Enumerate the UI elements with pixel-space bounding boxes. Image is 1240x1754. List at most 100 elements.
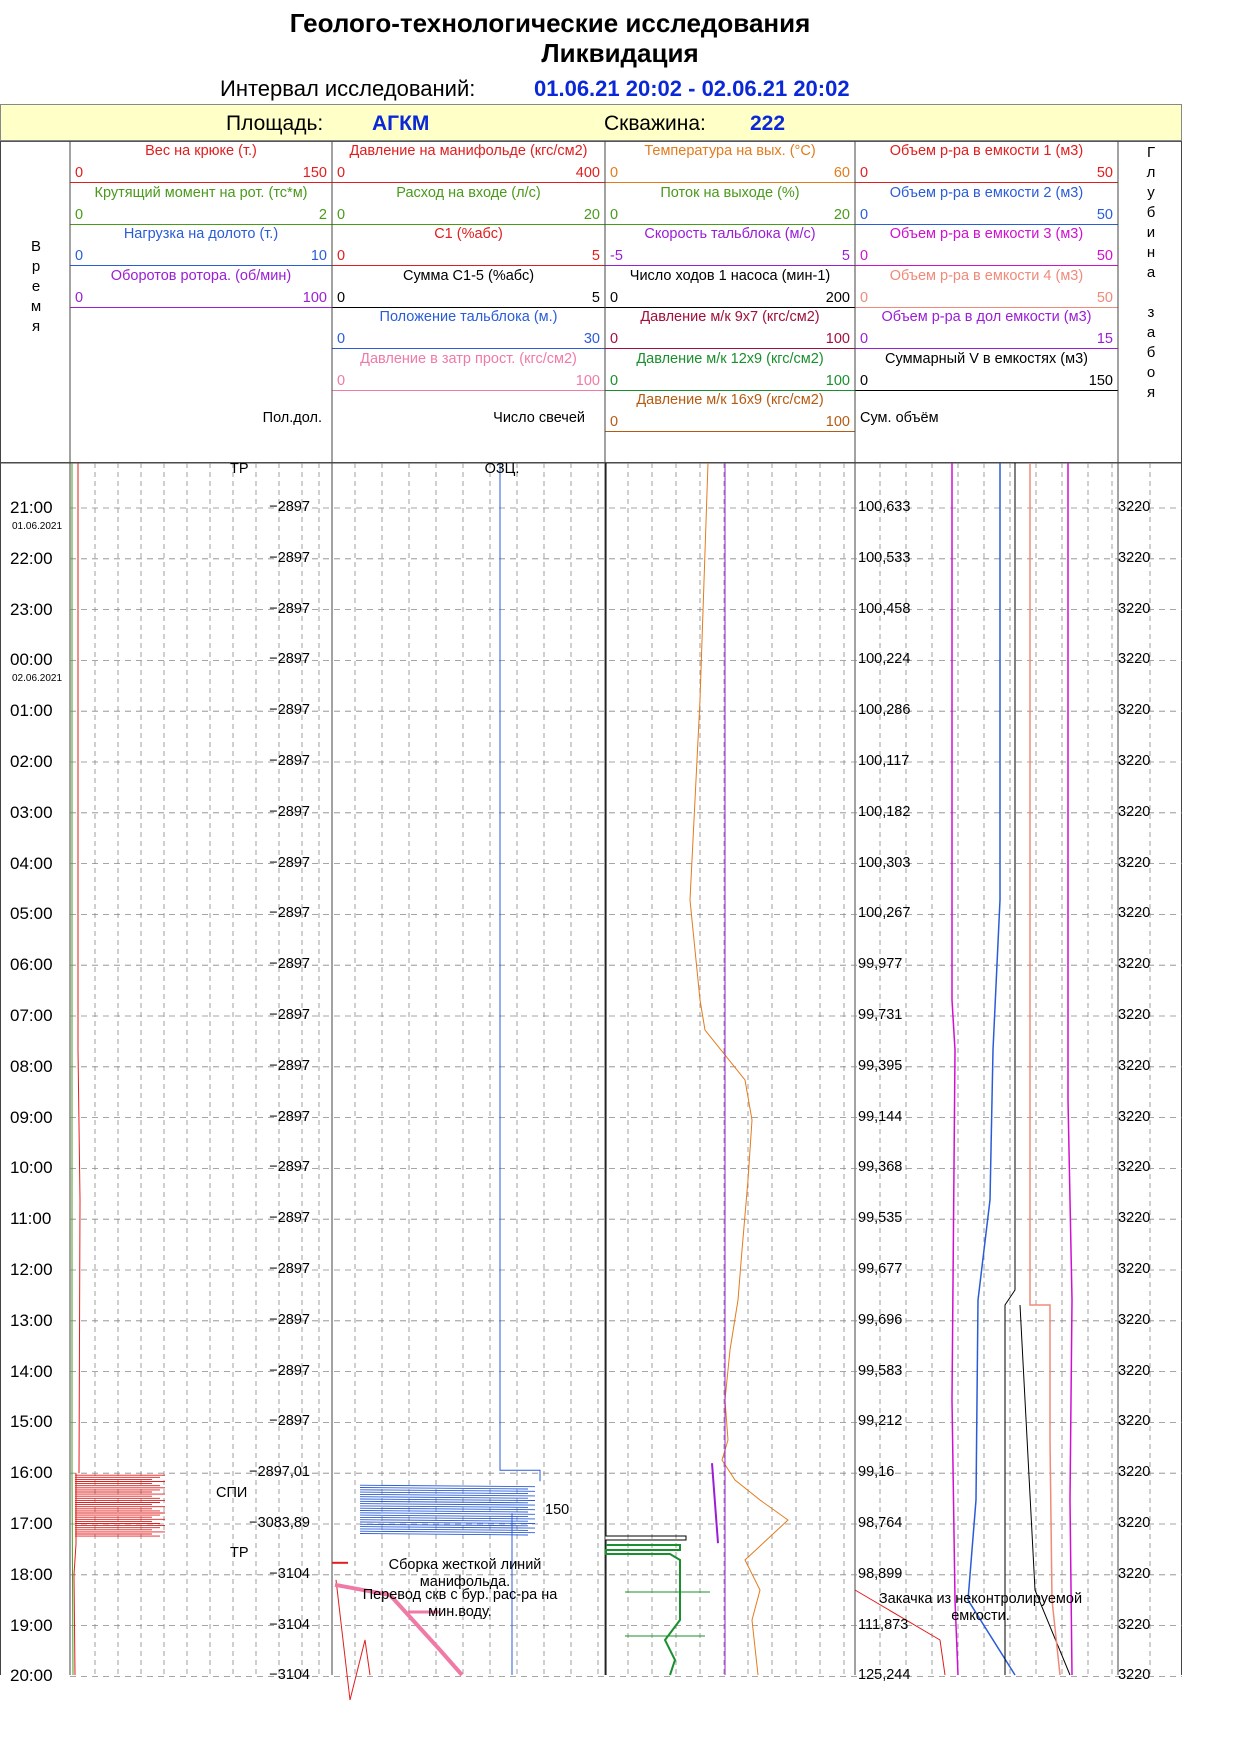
bit-position-value: −2897: [269, 1007, 310, 1023]
total-volume-value: 100,117: [858, 753, 910, 769]
block-position-trip: [359, 1496, 529, 1499]
depth-value: 3220: [1118, 1007, 1151, 1023]
bit-position-value: −3104: [269, 1616, 310, 1633]
bit-position-value: −2897: [269, 499, 310, 515]
param-max-3-2: 50: [1096, 248, 1113, 264]
param-max-0-2: 10: [310, 248, 327, 264]
block-position-trip: [359, 1533, 529, 1536]
track-footer-1: Число свечей: [493, 410, 585, 426]
torque-curve: [71, 463, 74, 1676]
block-position-trip: [359, 1528, 529, 1531]
param-max-3-3: 50: [1096, 289, 1113, 306]
param-min-0-2: 0: [75, 248, 84, 264]
param-scale-line: [332, 348, 605, 349]
hour-label: 12:00: [10, 1260, 53, 1279]
param-max-2-6: 100: [825, 414, 850, 430]
hour-label: 04:00: [10, 853, 53, 873]
depth-value: 3220: [1118, 905, 1151, 922]
annulus-pressure-curve: [334, 1582, 464, 1677]
hour-label: 00:00: [10, 650, 53, 670]
hour-label: 07:00: [10, 1006, 53, 1025]
param-min-3-0: 0: [860, 165, 869, 181]
depth-value: 3220: [1118, 753, 1151, 769]
bit-position-value: −3104: [269, 1667, 310, 1684]
depth-value: 3220: [1118, 1311, 1151, 1328]
param-scale-line: [855, 389, 1118, 391]
hour-label: 08:00: [10, 1056, 53, 1076]
total-volume-value: 99,368: [858, 1159, 903, 1176]
param-min-3-2: 0: [860, 248, 869, 264]
area-label: Площадь:: [226, 112, 324, 135]
param-name-1-5: Давление в затр прост. (кгс/см2): [360, 350, 577, 367]
param-scale-line: [855, 348, 1118, 349]
param-scale-line: [605, 348, 855, 349]
total-volume-value: 99,144: [858, 1108, 903, 1125]
bit-position-value: −2897: [269, 956, 310, 973]
bit-position-value: −2897: [269, 651, 310, 668]
bit-position-value: −2897: [269, 1159, 310, 1176]
param-scale-line: [605, 389, 855, 391]
bit-position-value: −2897: [269, 854, 310, 871]
block-position-trip: [359, 1516, 536, 1520]
hour-label: 23:00: [10, 599, 53, 619]
param-name-2-4: Давление м/к 9x7 (кгс/см2): [640, 309, 820, 325]
annotation: ТР: [230, 1544, 249, 1561]
bit-position-value: −2897: [269, 1057, 310, 1074]
bit-position-value: −2897: [269, 549, 310, 566]
block-position-trip: [359, 1514, 529, 1518]
param-max-3-1: 50: [1096, 206, 1113, 223]
bit-position-value: −2897: [269, 1210, 310, 1227]
param-name-3-2: Объем р-ра в емкости 3 (м3): [889, 226, 1084, 242]
total-volume-value: 100,303: [858, 854, 911, 871]
bit-position-value: −2897: [269, 1261, 310, 1277]
param-min-1-3: 0: [337, 289, 346, 306]
well-value: 222: [750, 112, 786, 135]
param-min-0-1: 0: [75, 206, 84, 223]
bit-position-value: −2897: [269, 1108, 310, 1125]
param-scale-line: [332, 265, 605, 266]
total-volume-value: 99,731: [858, 1007, 903, 1023]
hour-label: 11:00: [10, 1209, 52, 1229]
tank3-curve: [951, 463, 959, 1676]
hour-label: 10:00: [10, 1158, 53, 1178]
manifold-pressure-curve: [335, 1579, 371, 1701]
block-position-trip: [359, 1507, 536, 1511]
bit-position-value: −2897: [269, 1413, 310, 1430]
depth-value: 3220: [1118, 1159, 1151, 1176]
total-volume-value: 99,677: [858, 1261, 903, 1277]
mk-pressure-12x9-curve: [605, 1544, 681, 1676]
param-scale-line: [70, 223, 332, 225]
annotation: Закачка из неконтролируемой емкости.: [878, 1591, 1083, 1625]
track-footer-0: Пол.дол.: [262, 410, 322, 426]
total-volume-value: 99,535: [858, 1210, 903, 1227]
param-max-1-0: 400: [575, 165, 600, 181]
depth-value: 3220: [1118, 1464, 1151, 1481]
param-max-2-3: 200: [825, 289, 850, 306]
param-max-2-5: 100: [825, 372, 850, 389]
param-name-0-1: Крутящий момент на рот. (тс*м): [94, 184, 308, 201]
param-max-3-5: 150: [1088, 372, 1113, 389]
bit-position-value: −2897: [269, 905, 310, 922]
annotation: Сборка жесткой линий манифольда.: [388, 1557, 542, 1591]
param-scale-line: [332, 389, 605, 391]
block-position-trip: [359, 1530, 536, 1534]
param-name-2-0: Температура на вых. (°С): [644, 143, 816, 159]
hour-label: 13:00: [10, 1310, 53, 1330]
param-name-2-3: Число ходов 1 насоса (мин-1): [629, 267, 831, 284]
depth-value: 3220: [1118, 1210, 1151, 1227]
bit-position-value: −3083,89: [249, 1515, 310, 1531]
total-volume-value: 100,458: [858, 600, 911, 617]
param-name-2-5: Давление м/к 12x9 (кгс/см2): [636, 350, 824, 367]
block-position-trip: [359, 1519, 529, 1522]
param-scale-line: [605, 306, 855, 308]
page-title: Геолого-технологические исследования: [289, 8, 811, 38]
param-scale-line: [855, 223, 1118, 225]
annotation: Перевод скв с бур. рас-ра на мин.воду.: [362, 1586, 558, 1620]
hour-label: 06:00: [10, 955, 53, 975]
param-max-3-4: 15: [1096, 331, 1113, 347]
param-min-2-1: 0: [610, 206, 619, 223]
block-speed-burst: [711, 1463, 719, 1544]
hour-label: 15:00: [10, 1412, 53, 1432]
total-volume-value: 98,764: [858, 1515, 903, 1531]
depth-value: 3220: [1118, 600, 1151, 617]
